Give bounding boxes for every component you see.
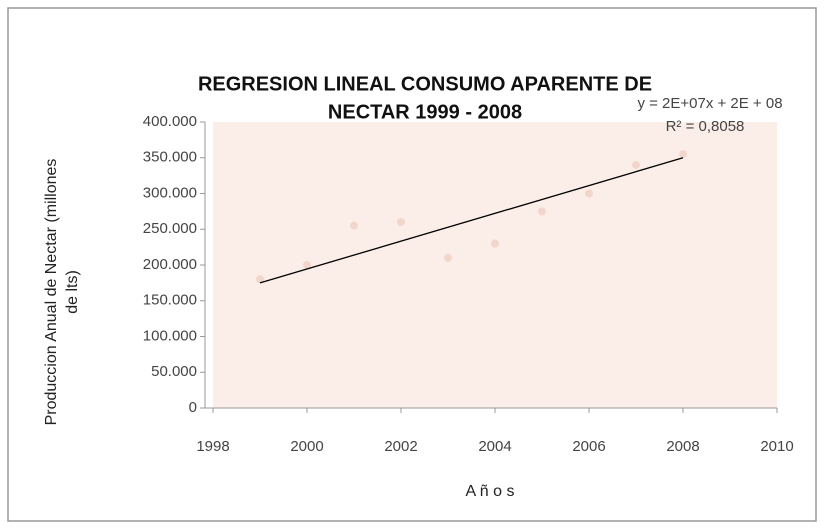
data-point [679, 150, 687, 159]
data-point [632, 160, 640, 169]
data-point [350, 221, 358, 230]
data-point [491, 239, 499, 248]
data-point [444, 253, 452, 262]
data-point [256, 275, 264, 284]
equation-label: y = 2E+07x + 2E + 08 [637, 95, 782, 112]
y-tick-label: 300.000 [143, 184, 197, 201]
x-tick-label: 1998 [196, 438, 229, 455]
x-tick-label: 2002 [384, 438, 417, 455]
x-tick-label: 2010 [760, 438, 793, 455]
x-tick-label: 2008 [666, 438, 699, 455]
y-tick-label: 250.000 [143, 220, 197, 237]
data-point [397, 218, 405, 227]
x-tick-label: 2006 [572, 438, 605, 455]
data-point [303, 261, 311, 269]
y-tick-label: 200.000 [143, 256, 197, 273]
y-tick-label: 150.000 [143, 292, 197, 309]
chart-title: REGRESION LINEAL CONSUMO APARENTE DE [198, 73, 652, 95]
x-axis-title: A ñ o s [466, 483, 515, 500]
y-tick-label: 100.000 [143, 327, 197, 344]
trendline [259, 157, 684, 284]
plot-area [213, 122, 777, 408]
y-axis-title: de lts) [64, 270, 81, 314]
y-tick-label: 350.000 [143, 149, 197, 166]
x-tick-label: 2000 [290, 438, 323, 455]
y-axis-title: Produccion Anual de Nectar (millones [43, 159, 60, 426]
chart-title: NECTAR 1999 - 2008 [328, 101, 522, 123]
data-point [585, 189, 593, 198]
y-tick-label: 0 [189, 399, 197, 416]
y-tick-label: 400.000 [143, 113, 197, 130]
y-tick-label: 50.000 [151, 363, 197, 380]
x-tick-label: 2004 [478, 438, 511, 455]
data-point [538, 207, 546, 216]
r-squared-label: R² = 0,8058 [666, 118, 745, 135]
